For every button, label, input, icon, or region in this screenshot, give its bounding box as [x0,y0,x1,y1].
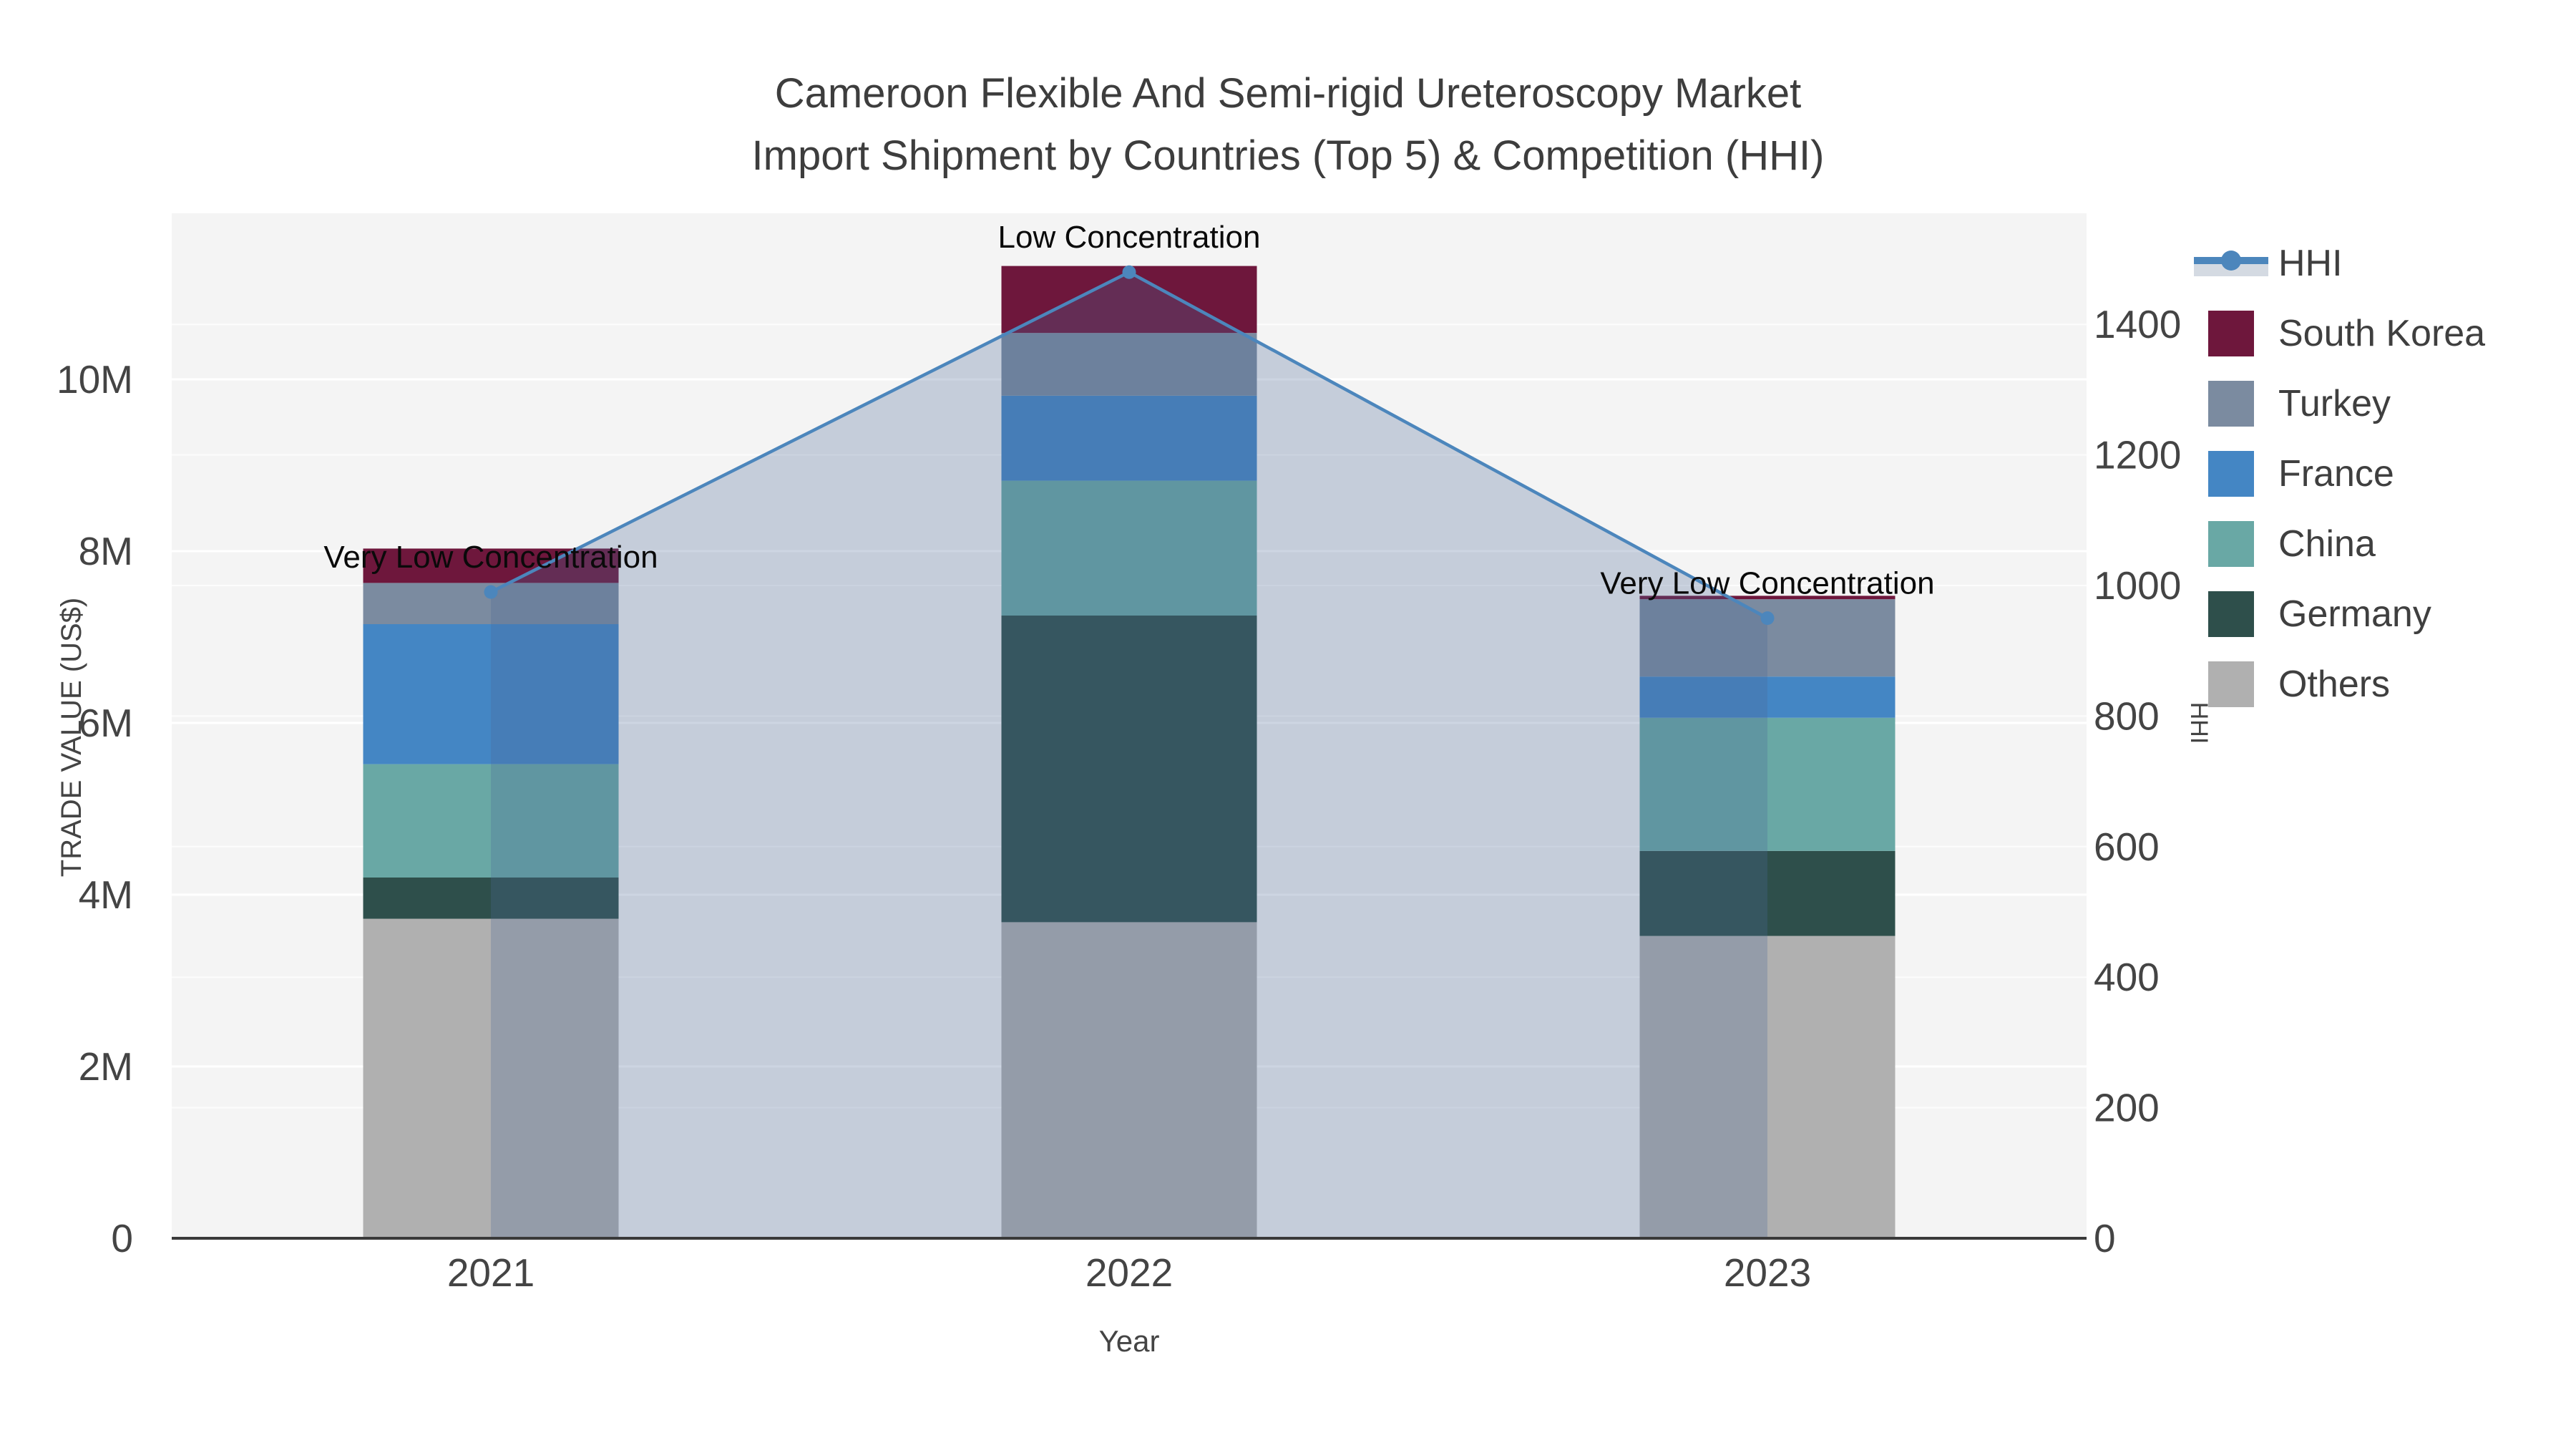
legend-swatch-china [2184,521,2278,567]
x-axis-title: Year [1099,1324,1160,1358]
y-right-tick-600: 600 [2094,825,2160,869]
hhi-marker-2021[interactable] [484,585,498,599]
y-left-tick-0: 0 [111,1216,133,1260]
legend-label-germany: Germany [2278,593,2431,635]
bar-segment-2022-china[interactable] [1001,480,1257,616]
y-axis-right-title: HHI [2185,702,2212,744]
legend-swatch-hhi [2184,246,2278,281]
color-swatch-icon [2208,381,2254,427]
hhi-marker-2022[interactable] [1122,265,1136,279]
y-axis-left-title: TRADE VALUE (US$) [56,598,87,877]
bar-segment-2022-turkey[interactable] [1001,333,1257,396]
legend-swatch-others [2184,661,2278,707]
bar-segment-2021-france[interactable] [363,624,619,764]
legend-item-china[interactable]: China [2184,509,2485,579]
legend-label-hhi: HHI [2278,243,2343,284]
legend-swatch-germany [2184,591,2278,637]
x-tick-2023: 2023 [1724,1250,1811,1295]
bar-segment-2023-france[interactable] [1639,676,1896,718]
legend: HHI South Korea Turkey France China Germany Ot… [2184,228,2485,719]
legend-item-turkey[interactable]: Turkey [2184,369,2485,439]
hhi-line-swatch-icon [2194,251,2268,276]
legend-label-france: France [2278,453,2394,495]
legend-item-south-korea[interactable]: South Korea [2184,298,2485,369]
plot-group: 0 2M 4M 6M 8M 10M 0 200 400 600 800 1000 1200 1400 202… [57,213,2181,1295]
bar-segment-2023-others[interactable] [1639,936,1896,1238]
y-right-tick-1400: 1400 [2094,302,2181,346]
color-swatch-icon [2208,451,2254,497]
legend-label-turkey: Turkey [2278,383,2391,424]
x-tick-2022: 2022 [1085,1250,1173,1295]
bar-segment-2022-others[interactable] [1001,922,1257,1238]
y-right-tick-800: 800 [2094,694,2160,738]
y-left-tick-6M: 6M [79,701,133,745]
legend-item-others[interactable]: Others [2184,649,2485,719]
y-right-tick-1200: 1200 [2094,433,2181,477]
color-swatch-icon [2208,521,2254,567]
bar-segment-2021-others[interactable] [363,918,619,1238]
annotation-2023: Very Low Concentration [1600,566,1934,601]
legend-label-south-korea: South Korea [2278,313,2486,354]
legend-label-china: China [2278,523,2376,565]
chart-title-line2: Import Shipment by Countries (Top 5) & C… [752,132,1825,179]
legend-swatch-south-korea [2184,311,2278,356]
bar-segment-2021-south-korea[interactable] [363,548,619,583]
legend-item-hhi[interactable]: HHI [2184,228,2485,298]
annotation-2022: Low Concentration [998,220,1261,255]
legend-item-france[interactable]: France [2184,439,2485,509]
y-right-tick-0: 0 [2094,1216,2116,1260]
hhi-area [491,272,1767,1238]
bar-segment-2023-germany[interactable] [1639,850,1896,936]
legend-item-germany[interactable]: Germany [2184,579,2485,649]
legend-swatch-france [2184,451,2278,497]
y-left-tick-8M: 8M [79,529,133,573]
annotation-2021: Very Low Concentration [323,540,658,575]
color-swatch-icon [2208,591,2254,637]
hhi-marker-2023[interactable] [1760,611,1775,626]
y-right-tick-1000: 1000 [2094,563,2181,608]
y-left-tick-2M: 2M [79,1044,133,1089]
color-swatch-icon [2208,661,2254,707]
y-left-tick-10M: 10M [57,357,133,402]
chart-title-line1: Cameroon Flexible And Semi-rigid Uretero… [775,70,1801,117]
legend-label-others: Others [2278,664,2391,705]
bar-segment-2021-germany[interactable] [363,878,619,919]
bar-segment-2022-germany[interactable] [1001,616,1257,923]
bar-segment-2021-china[interactable] [363,764,619,878]
y-right-tick-200: 200 [2094,1086,2160,1130]
legend-swatch-turkey [2184,381,2278,427]
bar-segment-2023-china[interactable] [1639,717,1896,851]
bar-segment-2022-france[interactable] [1001,395,1257,481]
color-swatch-icon [2208,311,2254,356]
x-tick-2021: 2021 [447,1250,535,1295]
y-left-tick-4M: 4M [79,873,133,917]
bar-segment-2023-south-korea[interactable] [1639,596,1896,600]
y-right-tick-400: 400 [2094,955,2160,999]
